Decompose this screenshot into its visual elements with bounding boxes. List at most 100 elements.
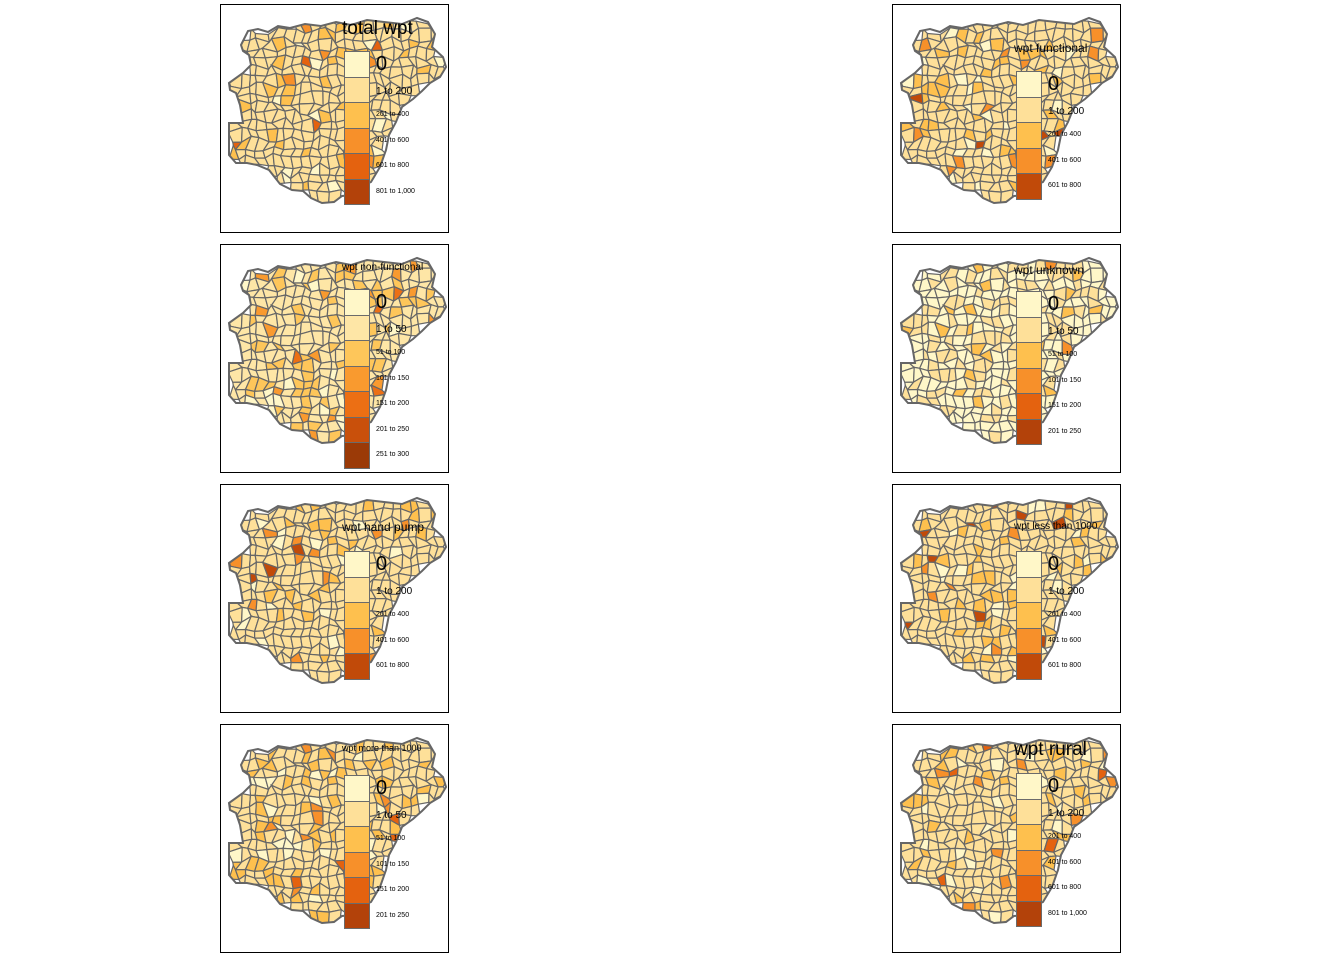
lga-region (998, 62, 1011, 77)
map-panel-wpt-rural: wpt rural 0 1 to 200 201 to 400 401 to 600 60… (892, 724, 1121, 953)
nigeria-lga-map (227, 736, 448, 925)
legend-swatch (1016, 316, 1042, 343)
map-panel-wpt-hand-pump: wpt hand pump 0 1 to 200 201 to 400 401 to 6… (220, 484, 449, 713)
legend-swatch (1016, 900, 1042, 927)
map-title: total wpt (342, 18, 413, 39)
legend-swatch (1016, 342, 1042, 369)
lga-region (972, 369, 987, 383)
map-title: wpt less than 1000 (1014, 521, 1098, 532)
legend-swatch (344, 877, 370, 904)
map-panel-wpt-non-functional: wpt non-functional 0 1 to 50 51 to 100 101 t… (220, 244, 449, 473)
lga-region (989, 757, 1005, 773)
legend-swatch (1016, 418, 1042, 445)
lga-region (416, 552, 430, 565)
legend-swatch (1016, 798, 1042, 825)
legend-label: 1 to 50 (376, 323, 407, 335)
nigeria-lga-map (899, 736, 1120, 925)
lga-region (1089, 267, 1105, 284)
legend-swatch (344, 775, 370, 802)
country-outline (227, 496, 448, 685)
legend-swatch (1016, 653, 1042, 680)
legend-swatch (344, 314, 370, 341)
legend-swatch (344, 51, 370, 78)
map-title: wpt rural (1014, 739, 1087, 760)
country-outline (899, 496, 1120, 685)
map-panel-wpt-unknown: wpt unknown 0 1 to 50 51 to 100 101 to 150 15… (892, 244, 1121, 473)
legend-swatch (344, 178, 370, 205)
legend-swatch (1016, 122, 1042, 149)
legend-swatch (1016, 96, 1042, 123)
map-title: wpt functional (1014, 41, 1088, 55)
legend-label: 401 to 600 (1048, 858, 1082, 866)
lga-region (317, 277, 333, 293)
legend-label: 801 to 1,000 (376, 187, 415, 195)
lga-region (397, 332, 412, 347)
legend-label: 151 to 200 (376, 400, 410, 407)
map-title: wpt more than 1000 (342, 743, 422, 753)
lga-region (397, 572, 412, 587)
legend-label: 401 to 600 (1048, 156, 1082, 164)
lga-region (1088, 792, 1102, 805)
legend-swatch (344, 902, 370, 929)
legend-swatch (1016, 627, 1042, 654)
nigeria-lga-map (899, 256, 1120, 445)
legend-swatch (1016, 773, 1042, 800)
lga-region (417, 27, 433, 44)
legend-swatch (344, 551, 370, 578)
legend-label: 0 (1048, 775, 1060, 797)
legend-label: 401 to 600 (376, 136, 410, 144)
lga-region (1069, 572, 1084, 587)
lga-region (326, 782, 339, 797)
lga-region (300, 609, 315, 623)
country-outline (227, 16, 448, 205)
lga-region (416, 72, 430, 85)
legend-label: 1 to 200 (1048, 105, 1085, 117)
map-panel-wpt-less-than-1000: wpt less than 1000 0 1 to 200 201 to 400 401… (892, 484, 1121, 713)
legend-label: 201 to 400 (1048, 833, 1082, 840)
map-panel-wpt-more-than-1000: wpt more than 1000 0 1 to 50 51 to 100 101 t… (220, 724, 449, 953)
lga-region (416, 312, 430, 325)
lga-region (998, 782, 1011, 797)
legend-label: 0 (376, 291, 388, 313)
map-title: wpt hand pump (342, 520, 425, 534)
lga-region (416, 792, 430, 805)
lga-region (326, 62, 339, 77)
map-panel-wpt-functional: wpt functional 0 1 to 200 201 to 400 401 to … (892, 4, 1121, 233)
legend-label: 0 (376, 553, 388, 575)
legend-swatch (344, 826, 370, 853)
country-outline (227, 736, 448, 925)
map-title: wpt unknown (1014, 263, 1085, 277)
legend-label: 1 to 200 (1048, 807, 1085, 819)
lga-region (1089, 747, 1105, 764)
lga-region (989, 277, 1005, 293)
lga-region (289, 181, 304, 195)
lga-region (1088, 552, 1102, 565)
legend-label: 101 to 150 (1048, 376, 1082, 384)
legend-swatch (344, 416, 370, 443)
legend-label: 51 to 100 (376, 835, 406, 842)
legend-label: 201 to 250 (376, 425, 410, 433)
legend-label: 151 to 200 (376, 886, 410, 893)
country-outline (899, 256, 1120, 445)
lga-region (961, 421, 976, 435)
legend-swatch (1016, 367, 1042, 394)
lga-region (998, 542, 1011, 557)
lga-region (300, 849, 315, 863)
legend-label: 601 to 800 (376, 662, 410, 669)
lga-region (972, 609, 987, 623)
lga-region (326, 302, 339, 317)
lga-region (289, 661, 304, 675)
legend-label: 1 to 50 (376, 809, 407, 821)
legend-swatch (1016, 173, 1042, 200)
legend-label: 0 (376, 53, 388, 75)
legend-label: 601 to 800 (376, 162, 410, 169)
legend-label: 1 to 200 (376, 85, 413, 97)
legend-swatch (344, 289, 370, 316)
lga-region (972, 849, 987, 863)
legend-swatch (1016, 393, 1042, 420)
lga-region (317, 517, 333, 533)
legend-label: 101 to 150 (376, 860, 410, 868)
legend-swatch (1016, 849, 1042, 876)
legend-swatch (344, 102, 370, 129)
legend-swatch (1016, 291, 1042, 318)
